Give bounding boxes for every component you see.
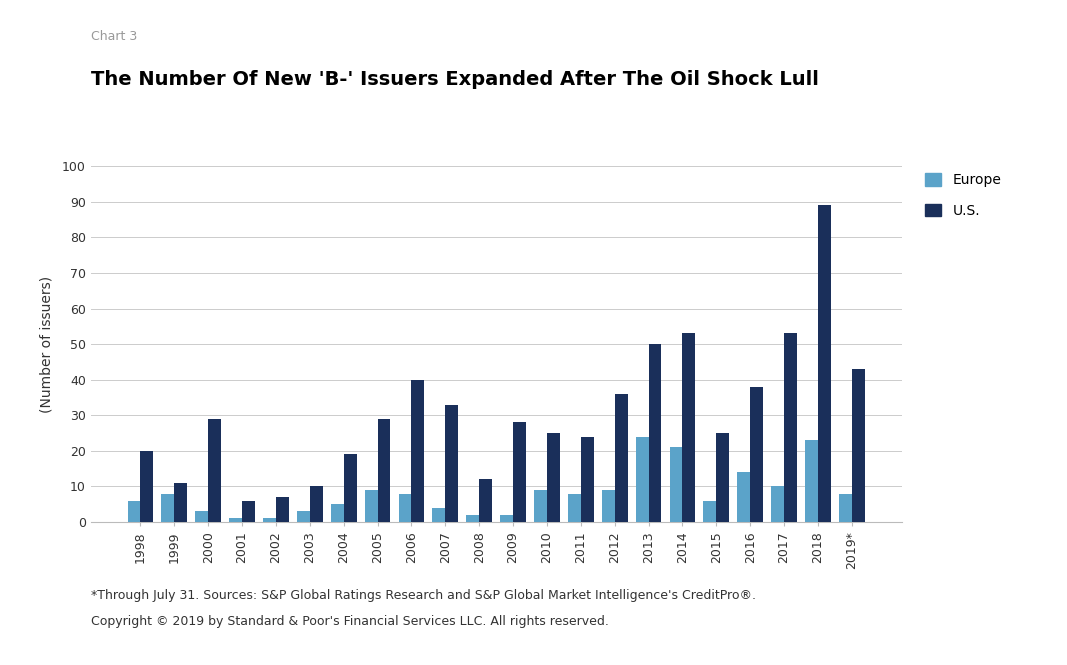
- Bar: [683, 333, 696, 522]
- Bar: [195, 511, 208, 522]
- Bar: [568, 493, 580, 522]
- Bar: [297, 511, 309, 522]
- Bar: [229, 519, 242, 522]
- Bar: [412, 380, 425, 522]
- Text: The Number Of New 'B-' Issuers Expanded After The Oil Shock Lull: The Number Of New 'B-' Issuers Expanded …: [91, 70, 818, 89]
- Bar: [432, 508, 445, 522]
- Bar: [649, 344, 662, 522]
- Bar: [703, 501, 716, 522]
- Bar: [331, 504, 344, 522]
- Bar: [784, 333, 797, 522]
- Bar: [771, 487, 784, 522]
- Legend: Europe, U.S.: Europe, U.S.: [925, 173, 1002, 218]
- Bar: [174, 483, 187, 522]
- Bar: [242, 501, 255, 522]
- Bar: [737, 472, 750, 522]
- Bar: [839, 493, 851, 522]
- Bar: [615, 394, 627, 522]
- Bar: [547, 433, 560, 522]
- Bar: [399, 493, 412, 522]
- Bar: [479, 479, 492, 522]
- Bar: [580, 437, 593, 522]
- Text: *Through July 31. Sources: S&P Global Ratings Research and S&P Global Market Int: *Through July 31. Sources: S&P Global Ra…: [91, 589, 755, 602]
- Bar: [500, 515, 513, 522]
- Bar: [602, 490, 615, 522]
- Text: Copyright © 2019 by Standard & Poor's Financial Services LLC. All rights reserve: Copyright © 2019 by Standard & Poor's Fi…: [91, 615, 608, 628]
- Bar: [636, 437, 649, 522]
- Bar: [513, 422, 526, 522]
- Bar: [818, 205, 831, 522]
- Bar: [466, 515, 479, 522]
- Bar: [365, 490, 378, 522]
- Bar: [276, 497, 289, 522]
- Bar: [806, 440, 818, 522]
- Bar: [716, 433, 729, 522]
- Bar: [344, 454, 356, 522]
- Text: Chart 3: Chart 3: [91, 30, 137, 43]
- Bar: [264, 519, 276, 522]
- Bar: [208, 419, 221, 522]
- Bar: [535, 490, 547, 522]
- Bar: [161, 493, 174, 522]
- Bar: [309, 487, 322, 522]
- Bar: [378, 419, 391, 522]
- Y-axis label: (Number of issuers): (Number of issuers): [39, 275, 53, 413]
- Bar: [670, 448, 683, 522]
- Bar: [851, 369, 864, 522]
- Bar: [128, 501, 141, 522]
- Bar: [141, 451, 154, 522]
- Bar: [445, 404, 458, 522]
- Bar: [750, 387, 763, 522]
